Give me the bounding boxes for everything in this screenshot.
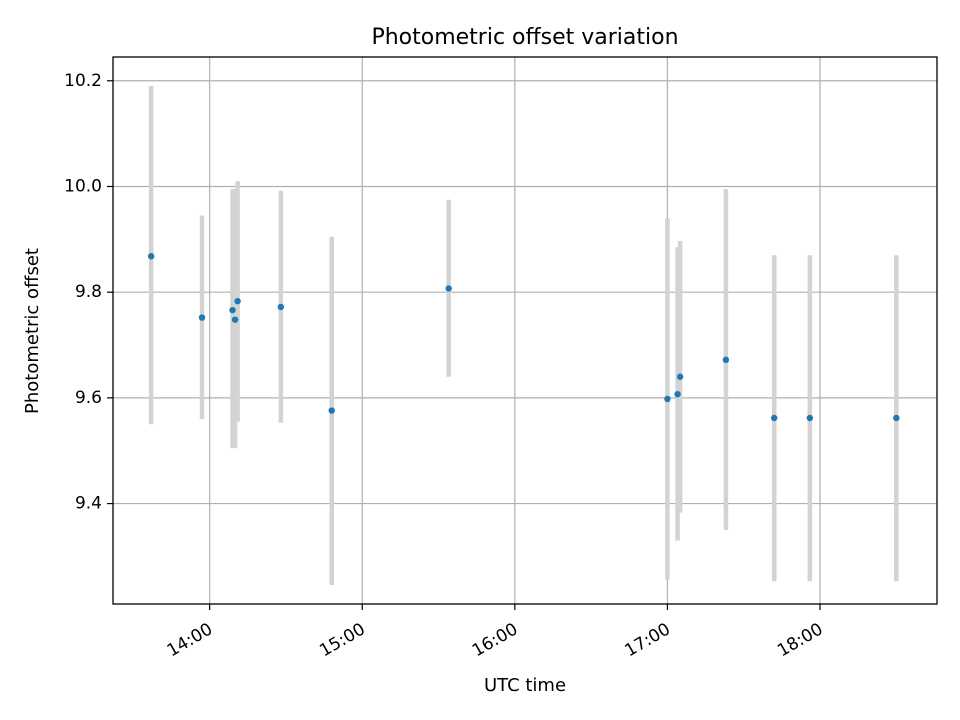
data-point [445, 285, 452, 292]
grid-layer [113, 57, 937, 604]
y-axis-label: Photometric offset [22, 248, 43, 414]
data-point [664, 395, 671, 403]
data-point [229, 306, 236, 314]
y-tick-label: 10.2 [64, 71, 102, 91]
data-point [676, 373, 684, 380]
data-point [893, 414, 900, 422]
point-layer [147, 253, 900, 422]
y-tick-label: 9.8 [75, 282, 102, 302]
data-point [722, 356, 730, 364]
y-tick-label: 9.6 [75, 388, 102, 408]
x-axis-label: UTC time [484, 675, 566, 696]
data-point [674, 390, 681, 398]
data-point [771, 414, 778, 422]
data-point [198, 314, 206, 321]
data-point [147, 253, 155, 260]
y-tick-label: 9.4 [75, 494, 102, 514]
y-tick-label: 10.0 [64, 176, 102, 196]
axes-frame [112, 56, 938, 605]
data-point [231, 316, 239, 323]
data-point [234, 297, 241, 305]
data-point [277, 303, 285, 311]
data-point [806, 414, 814, 422]
chart-title: Photometric offset variation [371, 25, 678, 50]
data-point [328, 407, 335, 414]
